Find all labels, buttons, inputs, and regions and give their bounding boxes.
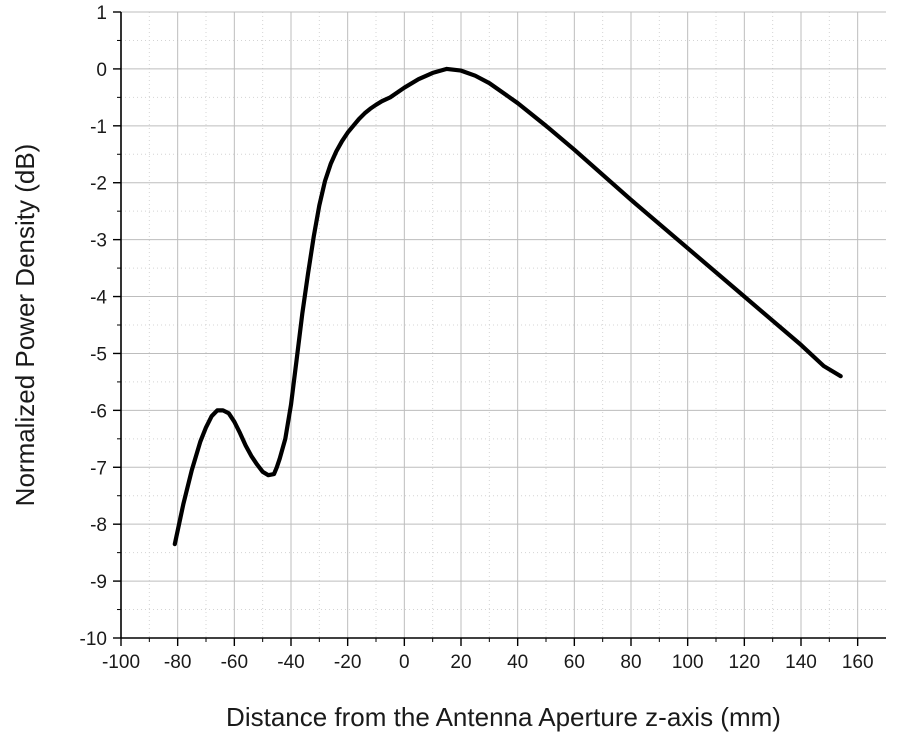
minor-grid [121, 12, 886, 638]
x-axis-ticks: -100 -80 -60 -40 -20 0 20 40 60 80 100 120 140 160 [102, 638, 874, 673]
x-tick-label: -20 [334, 652, 361, 673]
y-tick-label: -3 [90, 231, 107, 252]
x-tick-label: 40 [507, 652, 528, 673]
y-tick-label: 0 [96, 60, 107, 81]
y-tick-label: -6 [90, 401, 107, 422]
y-tick-label: -2 [90, 174, 107, 195]
y-tick-label: -7 [90, 458, 107, 479]
y-axis-title: Normalized Power Density (dB) [10, 144, 40, 507]
y-tick-label: -8 [90, 515, 107, 536]
x-tick-label: 60 [564, 652, 585, 673]
y-axis-ticks: 1 0 -1 -2 -3 -4 -5 -6 -7 -8 -9 -10 [80, 3, 121, 650]
x-tick-label: 120 [728, 652, 760, 673]
y-tick-label: -5 [90, 344, 107, 365]
x-tick-label: 80 [620, 652, 641, 673]
y-tick-label: -1 [90, 117, 107, 138]
x-tick-label: 20 [450, 652, 471, 673]
y-tick-label: -4 [90, 288, 107, 309]
x-tick-label: 140 [785, 652, 817, 673]
x-tick-label: -80 [164, 652, 191, 673]
series-layer [172, 66, 843, 547]
x-tick-label: -60 [221, 652, 248, 673]
y-tick-label: -9 [90, 572, 107, 593]
x-tick-label: -40 [277, 652, 304, 673]
major-grid [121, 11, 886, 638]
y-tick-label: 1 [96, 3, 107, 24]
series-line [172, 66, 843, 547]
x-tick-label: 100 [672, 652, 704, 673]
x-axis-title: Distance from the Antenna Aperture z-axi… [226, 702, 781, 732]
x-tick-label: 160 [842, 652, 874, 673]
y-tick-label: -10 [80, 629, 107, 650]
x-tick-label: 0 [399, 652, 410, 673]
x-tick-label: -100 [102, 652, 140, 673]
